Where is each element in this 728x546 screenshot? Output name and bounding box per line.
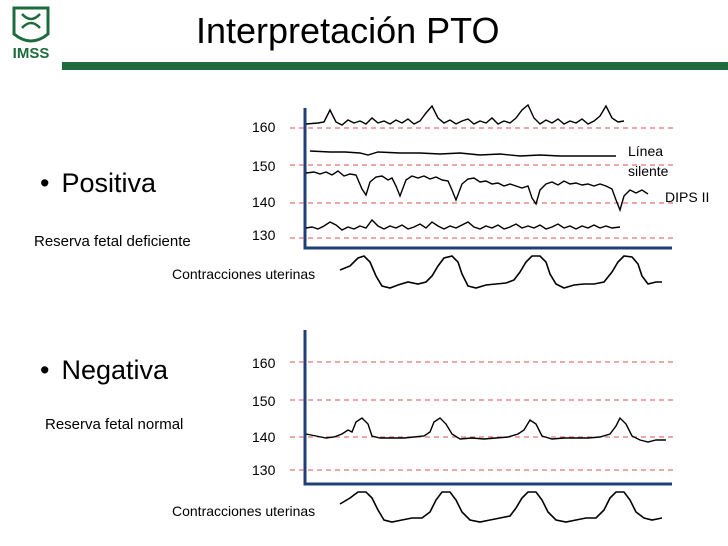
tick-label: 150 (252, 393, 276, 409)
header-rule (62, 62, 728, 70)
tick-label: 160 (252, 355, 276, 371)
logo-wordmark: IMSS (13, 45, 50, 62)
note-negative: Reserva fetal normal (45, 416, 184, 433)
slide-title: Interpretación PTO (196, 10, 500, 51)
trace-top (305, 103, 625, 126)
label-silent-line-1: Línea (628, 143, 664, 159)
negative-axes (303, 330, 672, 486)
tick-label: 140 (252, 194, 276, 210)
tick-label: 140 (252, 429, 276, 445)
label-contractions-negative: Contracciones uterinas (172, 503, 316, 519)
label-dips-ii: DIPS II (665, 189, 710, 205)
bullet-negative: Negativa (40, 355, 168, 386)
note-positive: Reserva fetal deficiente (34, 233, 191, 250)
label-contractions-positive: Contracciones uterinas (172, 266, 316, 282)
tick-label: 150 (252, 158, 276, 174)
trace-silent-line (309, 150, 616, 157)
label-silent-line-2: silente (628, 163, 669, 179)
trace-contractions-positive (339, 255, 662, 289)
tick-label: 160 (252, 119, 276, 135)
trace-contractions-negative (339, 491, 663, 523)
tick-label: 130 (252, 227, 276, 243)
trace-fhr-negative (305, 416, 666, 443)
tick-label: 130 (252, 462, 276, 478)
positive-axes (303, 108, 672, 250)
trace-bottom (305, 218, 621, 231)
bullet-positive: Positiva (40, 168, 156, 199)
imss-logo: IMSS (4, 4, 58, 66)
trace-dips-ii (305, 170, 649, 213)
